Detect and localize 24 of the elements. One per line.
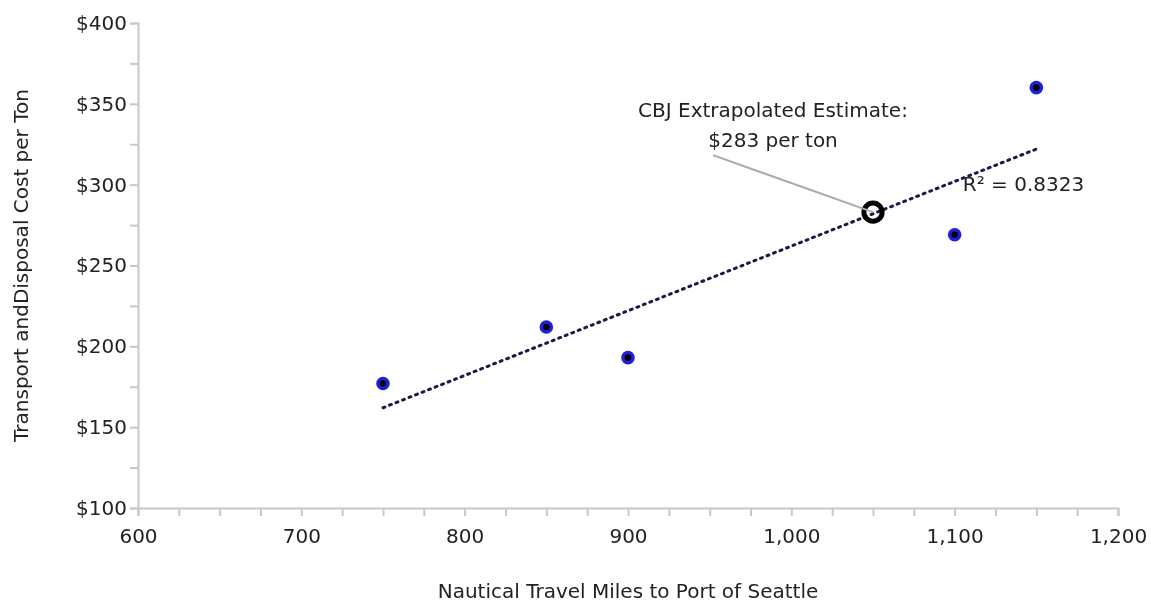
x-tick-label: 700: [282, 524, 321, 548]
point: [947, 228, 962, 242]
y-tick-label: $100: [76, 495, 127, 520]
point: [539, 320, 554, 334]
point: [376, 376, 390, 391]
x-tick-label: 900: [609, 524, 648, 548]
x-tick-label: 600: [119, 524, 158, 548]
annotation: CBJ Extrapolated Estimate: $283 per ton: [638, 98, 908, 153]
x-axis-title: Nautical Travel Miles to Port of Seattle: [437, 579, 819, 603]
y-tick-label: $300: [76, 172, 127, 197]
point: [621, 350, 635, 365]
y-tick-label: $400: [76, 10, 127, 35]
y-tick-label: $150: [76, 415, 127, 440]
y-axis-title: Transport andDisposal Cost per Ton: [9, 89, 33, 443]
x-tick-label: 1,000: [763, 524, 821, 548]
y-tick-label: $350: [76, 91, 127, 116]
x-tick-label: 800: [446, 524, 485, 548]
x-tick-label: 1,200: [1089, 524, 1148, 548]
annotation: R² = 0.8323: [962, 172, 1085, 197]
y-tick-label: $200: [76, 334, 127, 359]
y-tick-label: $250: [76, 253, 127, 278]
point: [1029, 80, 1044, 95]
point: [861, 200, 885, 224]
x-tick-label: 1,100: [926, 524, 984, 548]
